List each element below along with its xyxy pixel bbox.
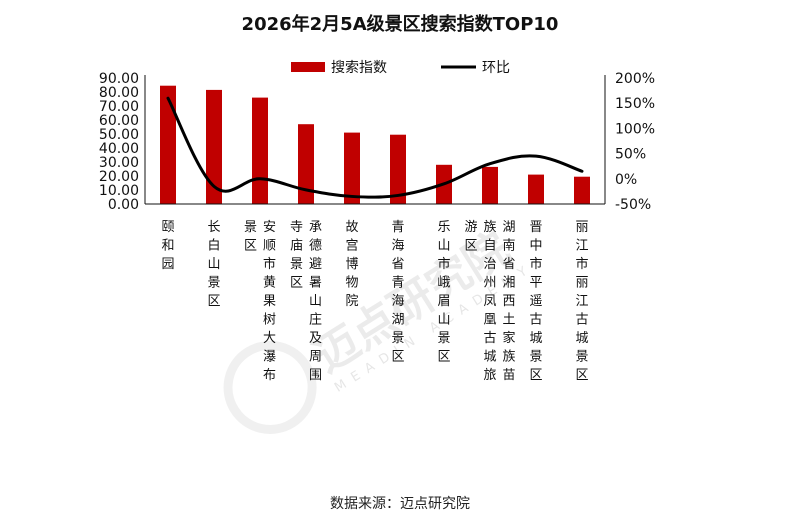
category-label: 长白山景区 [207, 220, 220, 309]
right-tick-label: 50% [615, 147, 646, 163]
bar [160, 85, 176, 204]
line-series [166, 96, 584, 199]
legend-bar-swatch [291, 62, 325, 72]
left-y-axis: 0.0010.0020.0030.0040.0050.0060.0070.008… [99, 71, 146, 213]
left-tick-label: 80.00 [99, 85, 139, 101]
legend: 搜索指数 环比 [291, 59, 510, 76]
bar [206, 89, 222, 204]
chart-title: 2026年2月5A级景区搜索指数TOP10 [242, 13, 559, 35]
left-tick-label: 20.00 [99, 169, 139, 185]
right-tick-label: 0% [615, 172, 637, 188]
left-tick-label: 30.00 [99, 155, 139, 171]
right-tick-label: -50% [615, 197, 651, 213]
bar [252, 97, 268, 204]
data-source: 数据来源：迈点研究院 [330, 496, 470, 512]
left-tick-label: 70.00 [99, 99, 139, 115]
left-tick-label: 0.00 [108, 197, 139, 213]
category-label: 安顺市黄果树大瀑布景区 [244, 220, 276, 383]
bar [574, 176, 590, 204]
mom-line [166, 96, 584, 199]
left-tick-label: 60.00 [99, 113, 139, 129]
category-label: 丽江市丽江古城景区 [575, 220, 588, 383]
left-tick-label: 50.00 [99, 127, 139, 143]
right-tick-label: 150% [615, 96, 655, 112]
right-tick-label: 100% [615, 121, 655, 137]
category-label: 承德避暑山庄及周围寺庙景区 [290, 220, 322, 383]
left-tick-label: 10.00 [99, 183, 139, 199]
right-tick-label: 200% [615, 71, 655, 87]
bar-series [145, 85, 605, 205]
bar [390, 134, 406, 204]
category-label: 湖南省湘西土家族苗族自治州凤凰古城旅游区 [464, 219, 515, 383]
bar [528, 174, 544, 204]
bar [482, 166, 498, 204]
left-tick-label: 40.00 [99, 141, 139, 157]
category-label: 故宫博物院 [345, 220, 358, 309]
right-y-axis: -50% 0% 50% 100% 150% 200% [604, 71, 655, 213]
category-label: 晋中市平遥古城景区 [529, 220, 542, 383]
watermark-logo [223, 340, 317, 434]
legend-bar-label: 搜索指数 [331, 59, 387, 76]
category-label: 乐山市峨眉山景区 [437, 220, 450, 365]
left-tick-label: 90.00 [99, 71, 139, 87]
bar [344, 132, 360, 204]
bar [298, 124, 314, 204]
category-label: 青海省青海湖景区 [391, 220, 404, 365]
category-label: 颐和园 [161, 220, 174, 272]
legend-line-label: 环比 [482, 60, 510, 76]
